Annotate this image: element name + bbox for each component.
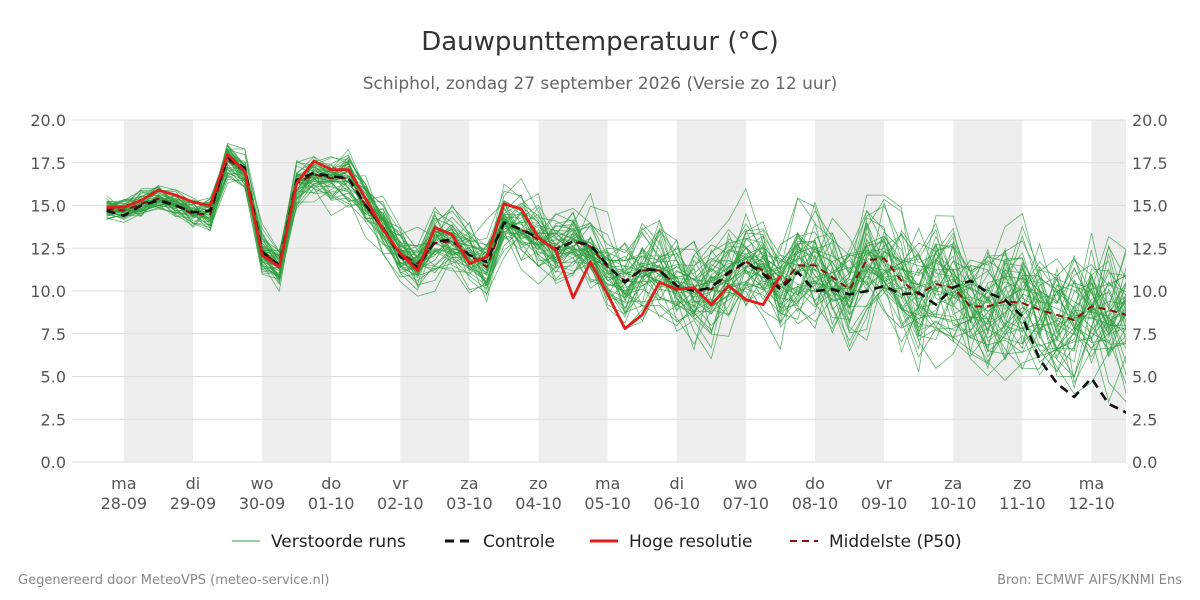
footer-credit: Gegenereerd door MeteoVPS (meteo-service… bbox=[18, 573, 329, 588]
legend-label-median: Middelste (P50) bbox=[829, 532, 962, 552]
x-tick-date-12: 10-10 bbox=[930, 494, 977, 513]
x-tick-date-4: 02-10 bbox=[377, 494, 424, 513]
y-tick-label-left-3: 7.5 bbox=[41, 325, 66, 344]
x-tick-date-5: 03-10 bbox=[446, 494, 493, 513]
x-tick-weekday-9: wo bbox=[734, 474, 757, 493]
x-axis: ma28-09di29-09wo30-09do01-10vr02-10za03-… bbox=[101, 474, 1115, 513]
x-tick-date-8: 06-10 bbox=[654, 494, 701, 513]
y-tick-label-left-1: 2.5 bbox=[41, 410, 66, 429]
legend-label-control: Controle bbox=[483, 532, 555, 552]
x-tick-date-9: 07-10 bbox=[723, 494, 770, 513]
chart-subtitle: Schiphol, zondag 27 september 2026 (Vers… bbox=[363, 74, 838, 94]
y-tick-label-right-5: 12.5 bbox=[1132, 239, 1168, 258]
legend-item-control[interactable]: Controle bbox=[445, 532, 555, 552]
y-axis-right: 0.0 2.5 5.0 7.5 10.0 12.5 15.0 17.5 20.0 bbox=[1132, 111, 1168, 472]
x-tick-weekday-6: zo bbox=[529, 474, 547, 493]
x-tick-weekday-11: vr bbox=[876, 474, 892, 493]
y-tick-label-right-3: 7.5 bbox=[1132, 325, 1157, 344]
x-tick-date-7: 05-10 bbox=[584, 494, 631, 513]
y-tick-label-right-6: 15.0 bbox=[1132, 197, 1168, 216]
y-tick-label-right-1: 2.5 bbox=[1132, 410, 1157, 429]
legend-item-hires[interactable]: Hoge resolutie bbox=[590, 532, 753, 552]
series-line-hires bbox=[106, 152, 782, 330]
y-tick-label-right-2: 5.0 bbox=[1132, 368, 1157, 387]
x-tick-date-3: 01-10 bbox=[308, 494, 355, 513]
x-tick-date-0: 28-09 bbox=[101, 494, 148, 513]
y-tick-label-right-8: 20.0 bbox=[1132, 111, 1168, 130]
x-tick-weekday-8: di bbox=[669, 474, 684, 493]
x-tick-weekday-2: wo bbox=[251, 474, 274, 493]
y-tick-label-right-0: 0.0 bbox=[1132, 453, 1157, 472]
x-tick-weekday-10: do bbox=[805, 474, 825, 493]
x-tick-weekday-12: za bbox=[944, 474, 962, 493]
legend: Verstoorde runs Controle Hoge resolutie … bbox=[232, 532, 962, 552]
y-tick-label-right-7: 17.5 bbox=[1132, 154, 1168, 173]
x-tick-weekday-7: ma bbox=[595, 474, 620, 493]
ensemble-member-37 bbox=[106, 159, 1126, 378]
x-tick-weekday-0: ma bbox=[111, 474, 136, 493]
x-tick-date-6: 04-10 bbox=[515, 494, 562, 513]
x-tick-date-13: 11-10 bbox=[999, 494, 1046, 513]
y-tick-label-left-5: 12.5 bbox=[30, 239, 66, 258]
legend-label-hires: Hoge resolutie bbox=[629, 532, 753, 552]
ensemble-members bbox=[106, 142, 1126, 403]
x-tick-date-1: 29-09 bbox=[170, 494, 217, 513]
legend-label-ensemble: Verstoorde runs bbox=[271, 532, 406, 552]
y-axis-left: 0.0 2.5 5.0 7.5 10.0 12.5 15.0 17.5 20.0 bbox=[30, 111, 66, 472]
x-tick-weekday-4: vr bbox=[392, 474, 408, 493]
x-tick-weekday-13: zo bbox=[1013, 474, 1031, 493]
x-tick-weekday-14: ma bbox=[1079, 474, 1104, 493]
ensemble-member-43 bbox=[106, 163, 1126, 358]
y-tick-label-left-6: 15.0 bbox=[30, 197, 66, 216]
x-tick-date-2: 30-09 bbox=[239, 494, 286, 513]
y-tick-label-right-4: 10.0 bbox=[1132, 282, 1168, 301]
y-tick-label-left-2: 5.0 bbox=[41, 368, 66, 387]
y-tick-label-left-8: 20.0 bbox=[30, 111, 66, 130]
x-tick-weekday-3: do bbox=[321, 474, 341, 493]
chart-title: Dauwpunttemperatuur (°C) bbox=[421, 27, 779, 57]
x-tick-date-11: 09-10 bbox=[861, 494, 908, 513]
legend-item-ensemble[interactable]: Verstoorde runs bbox=[232, 532, 406, 552]
y-tick-label-left-0: 0.0 bbox=[41, 453, 66, 472]
x-tick-date-14: 12-10 bbox=[1068, 494, 1115, 513]
footer-source: Bron: ECMWF AIFS/KNMI Ens bbox=[997, 573, 1182, 588]
main-series bbox=[106, 152, 1126, 414]
ensemble-member-50 bbox=[106, 157, 1126, 350]
x-tick-weekday-5: za bbox=[460, 474, 478, 493]
ensemble-member-42 bbox=[106, 158, 1126, 403]
y-tick-label-left-4: 10.0 bbox=[30, 282, 66, 301]
ensemble-member-38 bbox=[106, 157, 1126, 373]
x-tick-date-10: 08-10 bbox=[792, 494, 839, 513]
legend-item-median[interactable]: Middelste (P50) bbox=[790, 532, 962, 552]
x-tick-weekday-1: di bbox=[186, 474, 201, 493]
y-tick-label-left-7: 17.5 bbox=[30, 154, 66, 173]
